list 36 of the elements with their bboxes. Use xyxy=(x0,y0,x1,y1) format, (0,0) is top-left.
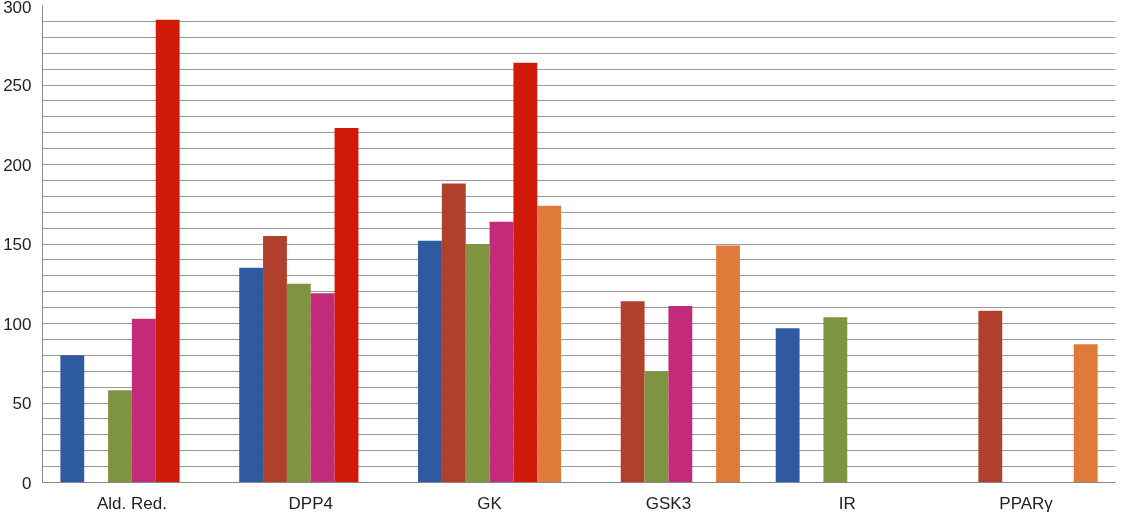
bar xyxy=(668,306,693,483)
y-tick-label: 0 xyxy=(22,473,32,493)
bar xyxy=(239,267,264,483)
bar xyxy=(489,221,514,483)
x-tick-label: GSK3 xyxy=(645,493,692,513)
y-tick-label: 250 xyxy=(3,76,32,95)
y-tick-label: 150 xyxy=(3,235,32,254)
y-tick-label: 100 xyxy=(3,314,32,334)
bar xyxy=(644,371,669,483)
x-tick-label: PPARγ xyxy=(999,493,1054,513)
bar xyxy=(823,317,848,483)
y-tick-label: 50 xyxy=(12,394,32,413)
bar xyxy=(465,244,490,483)
y-tick-label: 300 xyxy=(3,0,32,17)
bar xyxy=(286,283,311,483)
x-tick-label: DPP4 xyxy=(288,493,333,513)
bar xyxy=(513,62,538,483)
bar xyxy=(620,301,645,483)
bar xyxy=(108,390,132,483)
bar xyxy=(1073,344,1098,483)
bar xyxy=(155,19,180,483)
x-tick-label: IR xyxy=(838,493,856,513)
bar xyxy=(978,310,1003,483)
x-tick-label: Ald. Red. xyxy=(96,493,167,513)
bar xyxy=(263,236,287,483)
bar xyxy=(537,205,562,483)
y-tick-label: 200 xyxy=(3,155,32,175)
bar xyxy=(60,355,85,483)
bar xyxy=(131,318,156,483)
bar xyxy=(716,245,740,483)
bar xyxy=(775,328,800,483)
x-tick-label: GK xyxy=(477,493,503,513)
bar xyxy=(310,293,335,483)
bar xyxy=(441,183,466,483)
bar xyxy=(418,240,442,483)
bar xyxy=(334,127,359,483)
